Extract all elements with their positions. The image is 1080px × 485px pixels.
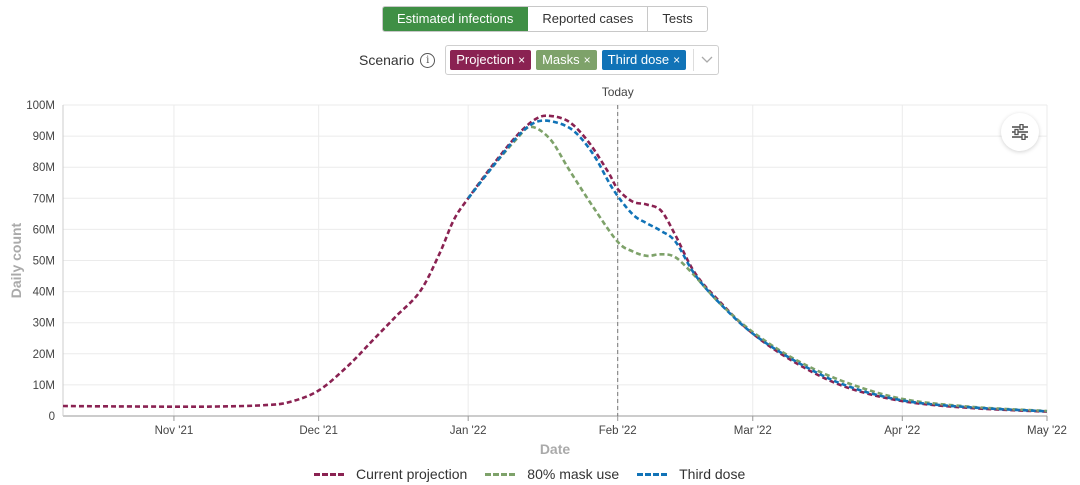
y-tick-label: 10M xyxy=(33,380,55,392)
chip-projection[interactable]: Projection × xyxy=(450,50,532,70)
x-tick-label: Feb '22 xyxy=(599,425,637,437)
y-axis-title: Daily count xyxy=(8,222,24,298)
remove-projection-icon[interactable]: × xyxy=(518,53,526,67)
series-lines xyxy=(62,114,1048,413)
chip-label: Third dose xyxy=(607,52,670,67)
sliders-icon xyxy=(1012,124,1028,140)
y-tick-label: 50M xyxy=(33,256,55,268)
x-axis-title: Date xyxy=(540,441,571,457)
chip-label: Masks xyxy=(542,52,580,67)
x-tick-label: Jan '22 xyxy=(450,425,487,437)
y-tick-label: 60M xyxy=(33,224,55,236)
chip-third-dose[interactable]: Third dose × xyxy=(601,50,687,70)
info-icon[interactable]: i xyxy=(420,52,436,68)
series-line-mask-use xyxy=(467,125,1048,413)
x-tick-label: May '22 xyxy=(1027,425,1067,437)
y-tick-label: 80M xyxy=(33,162,55,174)
scenario-selector-row: Scenario i Projection × Masks × Third do… xyxy=(359,45,720,75)
legend-swatch xyxy=(637,472,668,476)
remove-masks-icon[interactable]: × xyxy=(583,53,591,67)
x-tick-label: Nov '21 xyxy=(155,425,194,437)
series-line-current-projection xyxy=(62,114,1048,413)
chart-settings-button[interactable] xyxy=(1001,113,1039,151)
axes xyxy=(62,105,1048,421)
legend-label: Third dose xyxy=(679,466,746,482)
y-tick-label: 90M xyxy=(33,131,55,143)
chip-label: Projection xyxy=(456,52,515,67)
legend-item-mask-use[interactable]: 80% mask use xyxy=(485,466,619,482)
x-tick-label: Apr '22 xyxy=(884,425,920,437)
y-tick-label: 0 xyxy=(49,411,55,423)
tab-reported-cases[interactable]: Reported cases xyxy=(528,7,649,31)
tab-tests[interactable]: Tests xyxy=(648,7,707,31)
today-label: Today xyxy=(602,85,634,99)
x-tick-label: Dec '21 xyxy=(299,425,338,437)
y-tick-label: 30M xyxy=(33,318,55,330)
legend-item-current-projection[interactable]: Current projection xyxy=(314,466,467,482)
chart-legend: Current projection 80% mask use Third do… xyxy=(314,463,763,485)
chip-masks[interactable]: Masks × xyxy=(536,50,597,70)
chart-container: 0 10M 20M 30M 40M 50M 60M 70M 80M 90M 100M Nov '21 D… xyxy=(0,80,1080,485)
x-tick-label: Mar '22 xyxy=(734,425,772,437)
legend-label: Current projection xyxy=(356,466,468,482)
dropdown-divider xyxy=(693,49,695,71)
y-tick-label: 20M xyxy=(33,349,55,361)
chevron-down-icon[interactable] xyxy=(700,53,714,67)
legend-swatch xyxy=(485,472,516,476)
tick-labels: 0 10M 20M 30M 40M 50M 60M 70M 80M 90M 100M Nov '21 D… xyxy=(8,85,1067,457)
scenario-label: Scenario xyxy=(359,52,415,68)
scenario-multiselect[interactable]: Projection × Masks × Third dose × xyxy=(445,45,720,75)
legend-item-third-dose[interactable]: Third dose xyxy=(637,466,745,482)
legend-swatch xyxy=(314,472,344,476)
y-tick-label: 100M xyxy=(26,100,55,112)
series-line-third-dose xyxy=(467,119,1048,413)
view-tabs: Estimated infections Reported cases Test… xyxy=(382,6,708,32)
remove-third-dose-icon[interactable]: × xyxy=(673,53,681,67)
grid-lines xyxy=(63,104,1048,417)
tab-estimated-infections[interactable]: Estimated infections xyxy=(383,7,529,31)
y-tick-label: 40M xyxy=(33,287,55,299)
line-chart: 0 10M 20M 30M 40M 50M 60M 70M 80M 90M 100M Nov '21 D… xyxy=(8,85,1067,457)
legend-label: 80% mask use xyxy=(527,466,620,482)
y-tick-label: 70M xyxy=(33,193,55,205)
